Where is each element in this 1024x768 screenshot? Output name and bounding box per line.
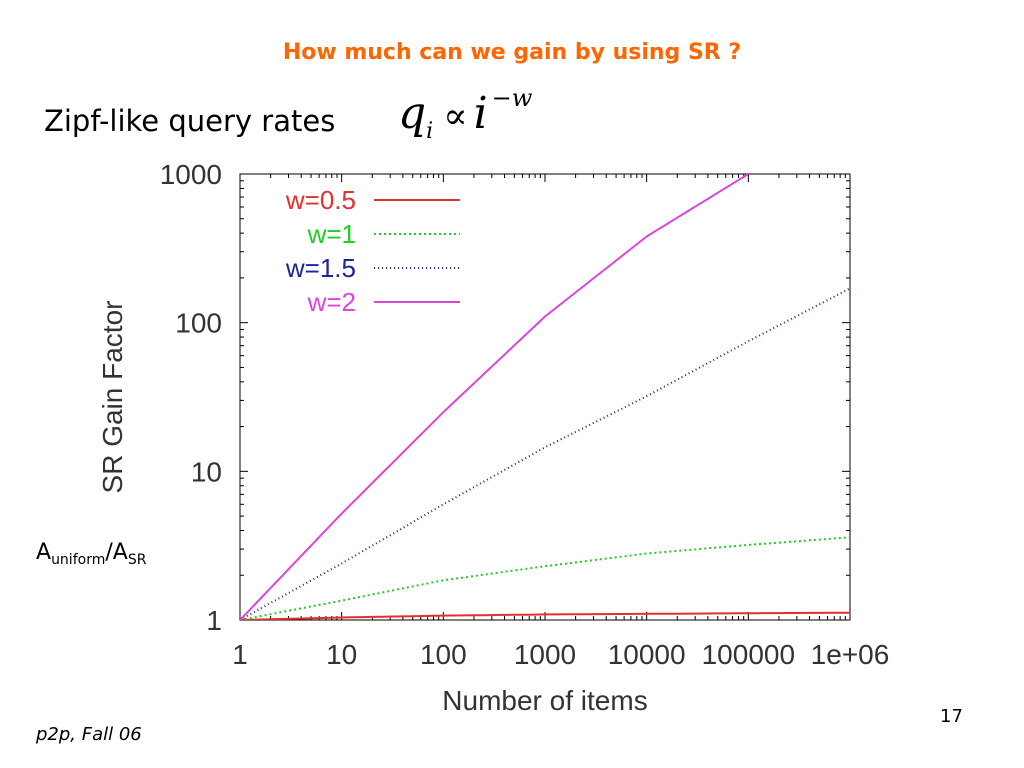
slide-title: How much can we gain by using SR ? [282,40,742,65]
legend-label: w=1 [307,219,356,249]
y-axis-label: SR Gain Factor [97,301,128,494]
slide-subtitle: Zipf-like query rates [44,104,336,138]
x-tick-label: 10000 [608,639,686,670]
x-tick-label: 1 [232,639,248,670]
x-tick-label: 1000 [514,639,576,670]
formula-q: q [398,88,427,139]
y-tick-label: 100 [175,308,222,339]
formula-q-subscript: i [426,119,434,144]
x-axis-label: Number of items [442,685,647,716]
ratio-uniform-subscript: uniform [51,552,106,568]
footer-course: p2p, Fall 06 [36,724,142,745]
ratio-a-uniform: A [36,540,52,565]
ratio-label: Auniform/ASR [36,540,147,568]
ratio-sr-subscript: SR [127,552,147,568]
y-tick-label: 1000 [160,159,222,190]
plot-frame [239,173,851,621]
y-tick-label: 10 [191,456,222,487]
x-tick-label: 100 [420,639,467,670]
formula-proportional-symbol: ∝ [443,96,468,137]
x-tick-label: 1e+06 [811,639,890,670]
legend-label: w=0.5 [285,185,356,215]
x-tick-label: 10 [326,639,357,670]
zipf-formula: qi ∝ i −w [398,84,532,144]
series-line-w-0-5 [240,611,850,620]
formula-i: i [473,88,488,139]
ratio-a-sr: A [112,540,128,565]
y-tick-label: 1 [206,605,222,636]
formula-exponent: −w [491,84,533,112]
series-line-w-1-5 [240,287,850,620]
ratio-slash: / [105,540,113,565]
legend-label: w=1.5 [285,253,356,283]
legend-label: w=2 [307,287,356,317]
x-tick-label: 100000 [702,639,795,670]
page-number: 17 [940,706,963,727]
series-line-w-2 [240,174,749,620]
